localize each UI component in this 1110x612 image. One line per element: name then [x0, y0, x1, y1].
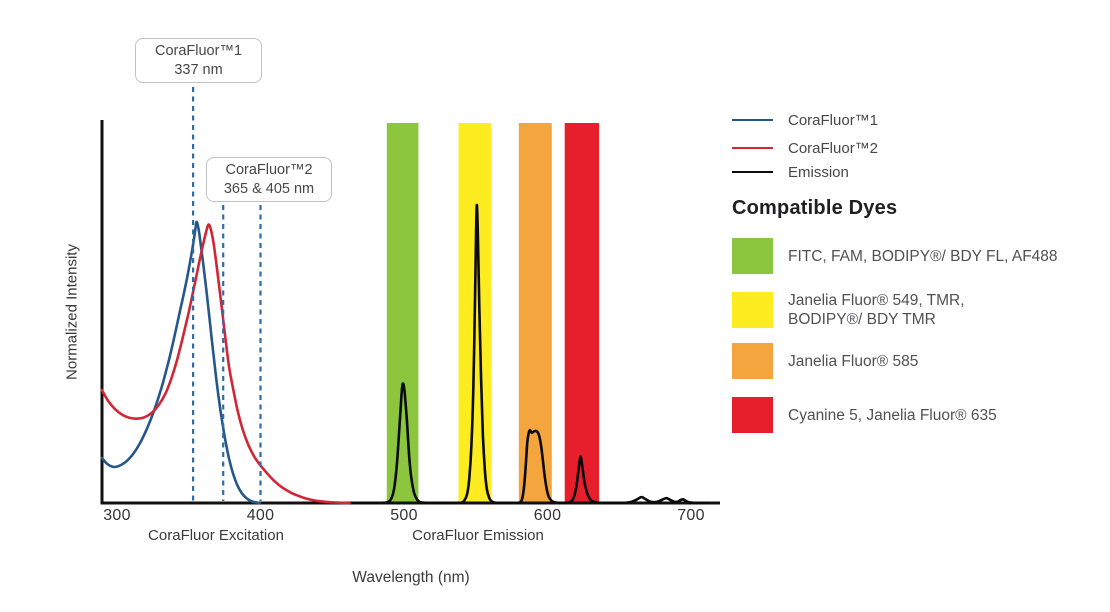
spectra-chart-canvas	[100, 87, 720, 505]
legend-item-emission: Emission	[732, 163, 849, 181]
dye-swatch-yellow	[732, 292, 773, 328]
filter-band-red	[564, 123, 600, 503]
filter-band-green	[386, 123, 419, 503]
legend-line-swatch-black	[732, 170, 773, 174]
filter-band-orange	[518, 123, 552, 503]
corafluor1-excitation-curve	[100, 220, 262, 505]
legend-label: Emission	[788, 163, 849, 181]
excitation-section-label: CoraFluor Excitation	[148, 527, 284, 544]
legend-line-swatch-red	[732, 146, 773, 150]
dye-item-orange: Janelia Fluor® 585	[732, 343, 918, 379]
dye-item-green: FITC, FAM, BODIPY®/ BDY FL, AF488	[732, 238, 1058, 274]
dye-label-text: Janelia Fluor® 549, TMR,	[788, 292, 965, 309]
callout-corafluor1-value: 337 nm	[174, 61, 223, 78]
emission-curve	[352, 203, 710, 505]
legend-line-swatch-blue	[732, 118, 773, 122]
x-tick-600: 600	[533, 507, 562, 524]
dye-swatch-red	[732, 397, 773, 433]
dye-item-yellow: Janelia Fluor® 549, TMR, BODIPY®/ BDY TM…	[732, 291, 965, 329]
x-tick-400: 400	[246, 507, 275, 524]
dye-label-text: Janelia Fluor® 585	[788, 352, 919, 370]
dye-swatch-green	[732, 238, 773, 274]
x-tick-500: 500	[390, 507, 418, 524]
legend-item-corafluor2: CoraFluor™2	[732, 139, 879, 157]
legend-item-corafluor1: CoraFluor™1	[732, 111, 879, 129]
callout-corafluor1: CoraFluor™1 337 nm	[135, 38, 262, 83]
callout-corafluor2-title: CoraFluor™2	[225, 162, 313, 178]
dye-label-text: FITC, FAM, BODIPY®/ BDY FL, AF488	[788, 247, 1058, 265]
x-tick-700: 700	[677, 507, 705, 524]
dye-item-red: Cyanine 5, Janelia Fluor® 635	[732, 397, 997, 433]
callout-corafluor2: CoraFluor™2 365 & 405 nm	[206, 157, 332, 202]
dye-swatch-orange	[732, 343, 773, 379]
dye-label-text: BODIPY®/ BDY TMR	[788, 311, 936, 328]
callout-corafluor2-value: 365 & 405 nm	[223, 180, 315, 197]
corafluor2-excitation-curve	[100, 223, 351, 505]
legend-label: CoraFluor™2	[788, 139, 879, 157]
y-axis-label: Normalized Intensity	[63, 244, 81, 380]
x-tick-300: 300	[103, 507, 131, 524]
dye-label-text: Cyanine 5, Janelia Fluor® 635	[788, 406, 997, 424]
legend-label: CoraFluor™1	[788, 111, 879, 129]
callout-corafluor1-title: CoraFluor™1	[154, 43, 243, 59]
x-axis-label: Wavelength (nm)	[352, 569, 470, 586]
compatible-dyes-title: Compatible Dyes	[732, 197, 898, 219]
emission-section-label: CoraFluor Emission	[412, 527, 544, 544]
